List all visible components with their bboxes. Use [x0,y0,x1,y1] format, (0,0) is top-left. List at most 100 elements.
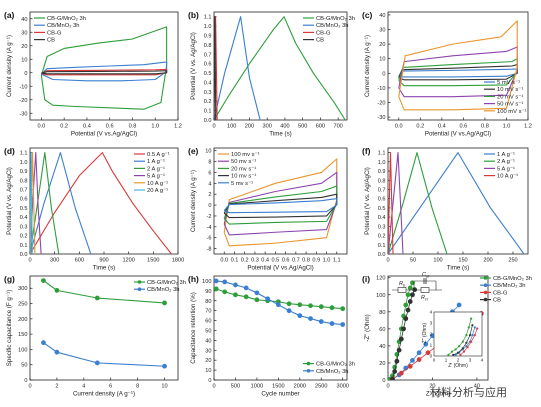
x-tick-label: 200 [245,124,254,130]
x-tick-label: 0.6 [106,124,114,130]
x-tick-label: 1.1 [333,258,341,264]
y-tick-label: 250 [18,302,27,308]
plot-area [223,158,338,247]
data-point [401,326,406,332]
data-point [329,321,335,326]
watermark-text: 材料分析与应用 [430,386,507,399]
x-tick-label: 0.0 [220,258,228,264]
y-tick-label: 150 [18,332,27,338]
legend-entry: 2 A g⁻¹ [497,159,515,165]
panel-f: 0 50 100 150 200 250 0.0 0.1 0.2 0.3 0.4 0.5 0.6 0.7 0… [362,146,529,272]
y-tick-label: 0.9 [378,169,386,175]
legend-entry: CB-G/MnO₂ 3h [147,280,186,286]
x-tick-label: 0.6 [459,124,467,130]
x-tick-label: 4 [82,384,85,390]
y-tick-label: 0.9 [204,33,212,39]
inset-y-tick-label: 3 [430,321,433,326]
panel-a: 0.0 0.2 0.4 0.6 0.8 1.0 1.2 -30 -20 -10 0 10 20 30 40 P… [4,10,182,138]
x-tick-label: 10 [161,384,167,390]
legend-marker [483,290,488,295]
legend-entry: CB-G [316,30,331,36]
panel-label: (b) [188,10,199,20]
y-tick-label: 0.2 [204,99,212,105]
inset-data-point [452,353,455,356]
y-tick-label: 90 [205,289,211,295]
series-line [223,198,338,214]
y-axis-label: Specific capacitance (F g⁻¹) [6,290,13,367]
legend-marker [137,280,142,284]
panel-d: 0 300 600 900 1200 1500 1800 0.0 0.1 0.2 0.3 0.4 0.5… [4,146,184,272]
x-tick-label: 300 [50,258,59,264]
data-point [222,289,228,295]
y-axis-label: -Z'' (Ohm) [364,314,371,341]
y-tick-label: 0.1 [378,243,386,249]
legend-entry: CB-G [47,30,62,36]
plot-frame [29,11,179,121]
series-line [30,152,33,254]
y-tick-label: 60 [379,327,385,333]
x-axis-label: Time (s) [447,265,469,272]
y-axis-label: Potential (V vs. Ag/AgCl) [6,167,13,235]
y-tick-label: 80 [205,299,211,305]
y-tick-label: 0.8 [204,43,212,49]
y-tick-label: 20 [205,358,211,364]
y-tick-label: 100 [18,347,27,353]
y-tick-label: 0.2 [378,234,386,240]
legend-entry: 1 A g⁻¹ [147,159,165,165]
series-line [214,16,217,120]
y-tick-label: 1.0 [378,160,386,166]
data-point [214,278,219,284]
y-tick-label: 1.1 [20,151,28,157]
panel-label: (i) [362,274,370,284]
panel-label: (d) [4,146,15,156]
data-point [416,350,422,356]
x-tick-label: 0.8 [481,124,489,130]
x-tick-label: 0.5 [271,258,279,264]
y-axis-label: Potential (V vs. Ag/AgCl) [190,32,197,100]
y-tick-label: 30 [205,348,211,354]
series-line [30,152,172,254]
data-point [254,290,260,296]
data-point [286,308,292,314]
y-tick-label: 0.6 [204,62,212,68]
data-point [416,357,422,362]
series-line [388,152,525,254]
data-point [403,316,409,322]
data-point [318,319,324,324]
y-tick-label: 4 [208,181,211,187]
y-tick-label: 0.0 [204,118,212,124]
panel-e: 0.0 0.1 0.2 0.3 0.4 0.5 0.6 0.7 0.8 0.9 1.0 1.1 -8 -6… [188,146,348,272]
data-point [392,369,398,374]
y-tick-label: 1.1 [378,151,386,157]
legend-entry: CB/MnO₂ 3h [316,369,349,375]
y-tick-label: 80 [379,310,385,316]
y-tick-label: -4 [207,225,212,231]
y-tick-label: 40 [205,338,211,344]
x-tick-label: 1.0 [503,124,511,130]
data-point [407,285,413,291]
inset-data-point [450,350,454,353]
data-point [340,306,346,312]
equivalent-circuit: Rb Cdl Rct [392,272,442,302]
y-tick-label: 0.8 [20,178,28,184]
y-tick-label: 10 [21,57,27,63]
y-tick-label: 0 [24,71,27,77]
y-tick-label: 60 [205,319,211,325]
x-tick-label: 900 [99,258,108,264]
inset-data-point [470,340,473,343]
y-tick-label: 20 [379,42,385,48]
series-line [388,152,394,254]
y-tick-label: -20 [377,100,385,106]
data-point [265,296,271,302]
y-tick-label: 0.1 [20,243,28,249]
x-tick-label: 500 [298,124,307,130]
x-tick-label: 1.0 [323,258,331,264]
data-point [398,336,404,342]
x-tick-label: 100 [433,258,442,264]
legend-entry: 2 A g⁻¹ [147,166,165,172]
y-tick-label: 0.5 [204,71,212,77]
data-point [162,300,167,306]
